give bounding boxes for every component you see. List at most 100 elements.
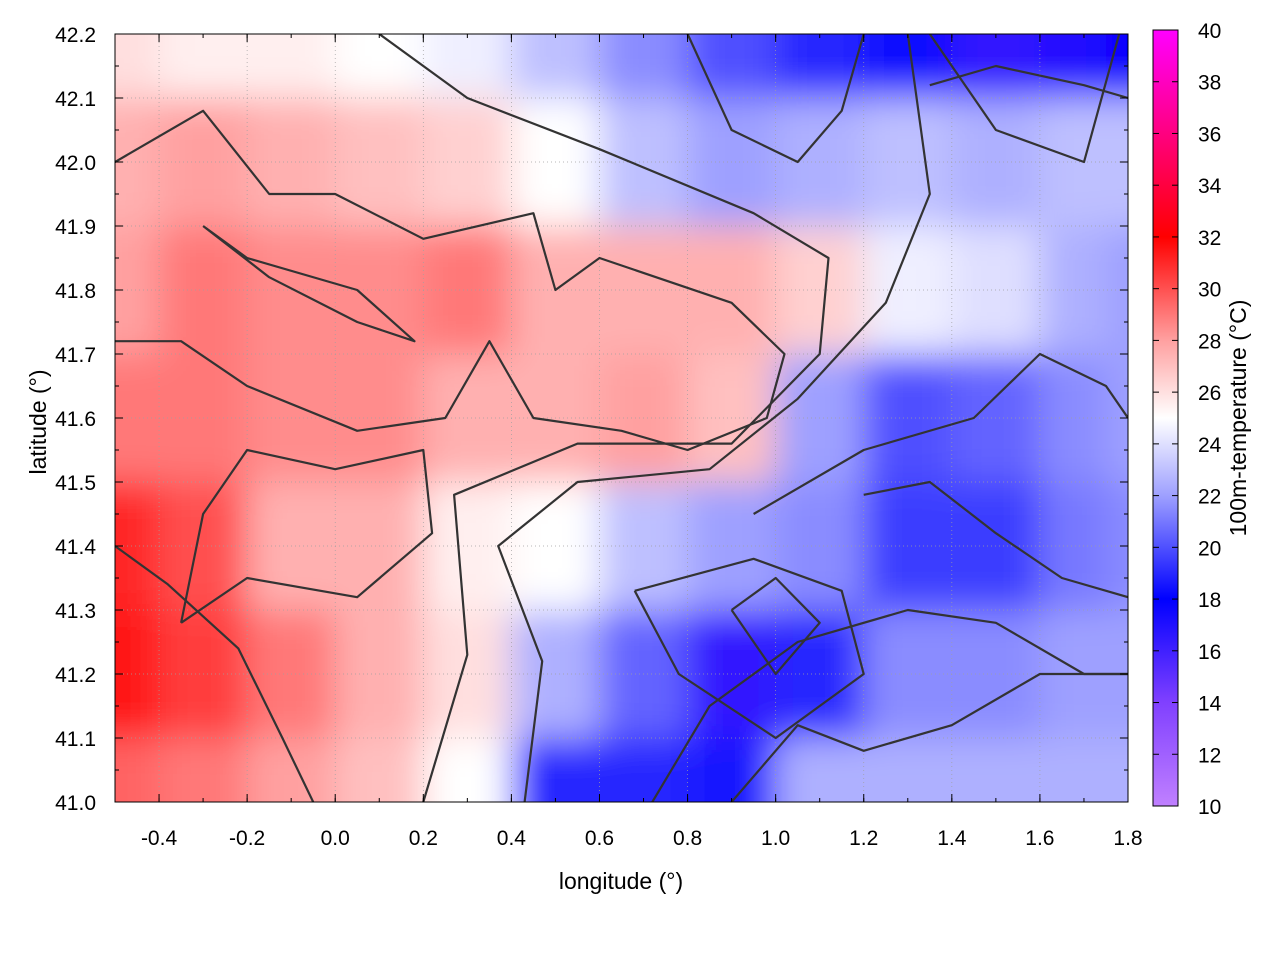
field-cell xyxy=(863,738,953,802)
x-tick-label: 0.2 xyxy=(409,827,438,850)
field-cell xyxy=(599,34,689,99)
field-cell xyxy=(775,98,865,227)
y-tick-label: 41.4 xyxy=(55,536,96,559)
isotherm-30 xyxy=(202,225,416,343)
colorbar-tick-label: 36 xyxy=(1198,123,1221,146)
field-cell xyxy=(951,354,1041,483)
field-cell xyxy=(1039,482,1107,611)
colorbar-tick-label: 26 xyxy=(1198,382,1221,405)
field-cell xyxy=(511,34,601,99)
y-tick-label: 41.6 xyxy=(55,408,96,431)
colorbar-tick-label: 14 xyxy=(1198,693,1222,716)
colorbar-tick-label: 32 xyxy=(1198,227,1221,250)
colorbar-tick-label: 34 xyxy=(1198,175,1222,198)
field-cell xyxy=(687,738,777,802)
colorbar: 10 12 14 16 18 20 22 24 26 28 30 32 34 36 38 40 xyxy=(1152,20,1222,819)
x-tick-label: 0.0 xyxy=(321,827,350,850)
field-cell xyxy=(951,226,1041,355)
field-cell xyxy=(159,738,249,802)
field-cell xyxy=(687,482,777,611)
y-tick-label: 41.3 xyxy=(55,600,96,623)
isotherm-20 xyxy=(730,576,821,676)
colorbar-tick-label: 38 xyxy=(1198,72,1221,95)
field-cell xyxy=(1106,738,1128,802)
colorbar-tick-label: 18 xyxy=(1198,589,1221,612)
field-cell xyxy=(115,34,160,99)
y-tick-label: 41.5 xyxy=(55,472,96,495)
field-cell xyxy=(335,354,425,483)
isotherm-26 xyxy=(928,34,1121,164)
field-cell xyxy=(687,226,777,355)
field-cell xyxy=(247,34,337,99)
field-cell xyxy=(863,610,953,739)
y-tick-label: 42.1 xyxy=(55,88,96,111)
field-cell xyxy=(775,482,865,611)
colorbar-tick-label: 16 xyxy=(1198,641,1221,664)
x-tick-label: 0.8 xyxy=(673,827,702,850)
isotherm-30 xyxy=(115,545,315,802)
temperature-field xyxy=(115,34,1128,802)
field-cell xyxy=(159,34,249,99)
colorbar-tick-label: 20 xyxy=(1198,537,1221,560)
isotherm-28 xyxy=(115,109,786,452)
field-cell xyxy=(247,738,337,802)
isotherm-20 xyxy=(929,64,1128,100)
field-cell xyxy=(599,226,689,355)
field-cell xyxy=(1106,34,1128,99)
field-cell xyxy=(511,354,601,483)
field-cell xyxy=(159,354,249,483)
x-tick-label: 1.2 xyxy=(849,827,878,850)
x-tick-label: 0.6 xyxy=(585,827,614,850)
field-cell xyxy=(247,482,337,611)
field-cell xyxy=(951,482,1041,611)
colorbar-tick-label: 10 xyxy=(1198,796,1221,819)
field-cell xyxy=(511,482,601,611)
field-cell xyxy=(335,738,425,802)
field-cell xyxy=(247,226,337,355)
field-cell xyxy=(863,98,953,227)
isotherm-22 xyxy=(753,352,1128,515)
field-cell xyxy=(687,354,777,483)
field-cell xyxy=(863,354,953,483)
field-cell xyxy=(423,226,513,355)
colorbar-tick-label: 28 xyxy=(1198,330,1221,353)
field-cell xyxy=(247,98,337,227)
field-cell xyxy=(247,610,337,739)
isotherm-22 xyxy=(686,34,865,164)
isotherm-28 xyxy=(180,448,434,624)
field-cell xyxy=(775,34,865,99)
isotherm-contours xyxy=(115,34,1128,802)
colorbar-gradient xyxy=(1152,29,1179,807)
field-cell xyxy=(951,738,1041,802)
y-tick-label: 41.9 xyxy=(55,216,96,239)
y-tick-label: 41.7 xyxy=(55,344,96,367)
field-cell xyxy=(1039,226,1107,355)
y-tick-label: 42.2 xyxy=(55,24,96,47)
y-tick-label: 41.8 xyxy=(55,280,96,303)
field-cell xyxy=(1106,354,1128,483)
field-cell xyxy=(247,354,337,483)
field-cell xyxy=(775,738,865,802)
field-cell xyxy=(599,98,689,227)
field-cell xyxy=(423,34,513,99)
y-tick-label: 41.1 xyxy=(55,728,96,751)
field-cell xyxy=(335,610,425,739)
y-axis: 41.0 41.1 41.2 41.3 41.4 41.5 41.6 41.7 41.8 41.9… xyxy=(55,24,1128,815)
y-tick-label: 41.2 xyxy=(55,664,96,687)
field-cell xyxy=(335,98,425,227)
field-cell xyxy=(159,98,249,227)
field-cell xyxy=(423,98,513,227)
x-axis-label: longitude (°) xyxy=(559,868,683,894)
field-cell xyxy=(335,226,425,355)
colorbar-tick-label: 12 xyxy=(1198,744,1221,767)
field-cell xyxy=(511,610,601,739)
field-cell xyxy=(1039,354,1107,483)
field-cell xyxy=(1039,738,1107,802)
isotherm-22 xyxy=(730,672,1128,802)
field-cell xyxy=(159,226,249,355)
field-cell xyxy=(863,482,953,611)
field-cell xyxy=(599,482,689,611)
x-tick-label: 0.4 xyxy=(497,827,527,850)
field-cell xyxy=(159,610,249,739)
